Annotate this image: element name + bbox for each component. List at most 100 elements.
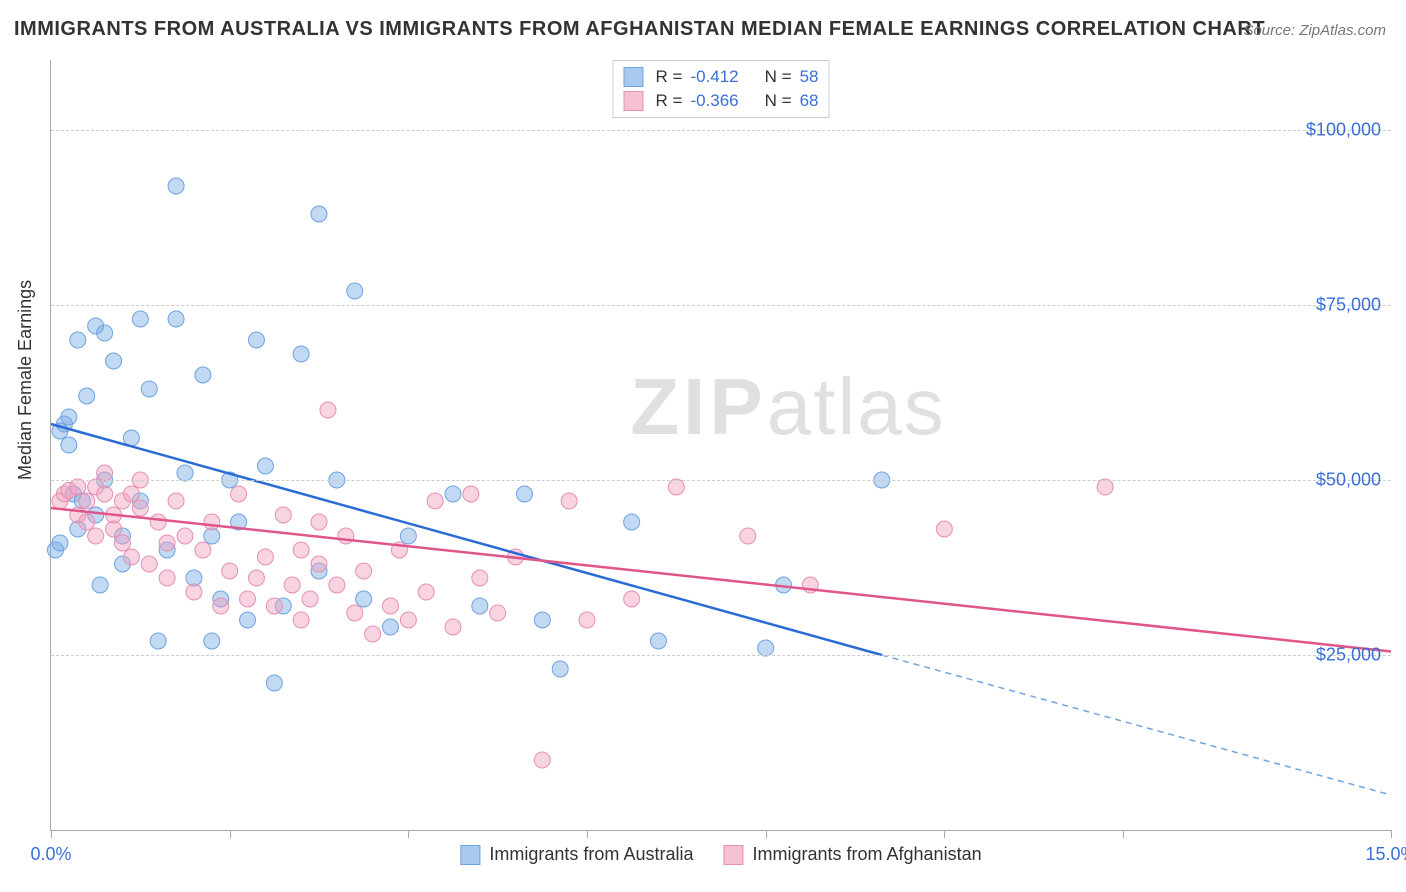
n-value-1: 68 xyxy=(800,91,819,111)
plot-svg xyxy=(51,60,1391,830)
scatter-point xyxy=(329,577,345,593)
ytick-label: $75,000 xyxy=(1316,295,1381,316)
scatter-point xyxy=(382,598,398,614)
scatter-point xyxy=(132,500,148,516)
scatter-point xyxy=(222,563,238,579)
scatter-point xyxy=(257,458,273,474)
swatch-afghanistan-bottom xyxy=(723,845,743,865)
scatter-point xyxy=(141,381,157,397)
regression-line-extrapolated xyxy=(882,655,1391,795)
xtick xyxy=(51,830,52,838)
scatter-point xyxy=(159,570,175,586)
scatter-point xyxy=(123,486,139,502)
scatter-point xyxy=(231,486,247,502)
scatter-point xyxy=(534,752,550,768)
scatter-point xyxy=(347,283,363,299)
scatter-point xyxy=(97,465,113,481)
xtick xyxy=(766,830,767,838)
scatter-point xyxy=(936,521,952,537)
gridline-h xyxy=(51,130,1391,131)
r-value-0: -0.412 xyxy=(690,67,738,87)
xtick xyxy=(1391,830,1392,838)
regression-line xyxy=(51,424,882,655)
xtick-label: 0.0% xyxy=(30,844,71,865)
scatter-point xyxy=(168,493,184,509)
scatter-point xyxy=(445,619,461,635)
xtick-label: 15.0% xyxy=(1365,844,1406,865)
scatter-point xyxy=(516,486,532,502)
scatter-point xyxy=(248,570,264,586)
gridline-h xyxy=(51,480,1391,481)
chart-title: IMMIGRANTS FROM AUSTRALIA VS IMMIGRANTS … xyxy=(14,18,1265,41)
scatter-point xyxy=(88,528,104,544)
scatter-point xyxy=(195,367,211,383)
scatter-point xyxy=(740,528,756,544)
scatter-point xyxy=(356,563,372,579)
ytick-label: $100,000 xyxy=(1306,120,1381,141)
scatter-point xyxy=(186,584,202,600)
xtick xyxy=(408,830,409,838)
scatter-point xyxy=(579,612,595,628)
scatter-point xyxy=(293,542,309,558)
scatter-point xyxy=(534,612,550,628)
scatter-point xyxy=(257,549,273,565)
swatch-australia xyxy=(624,67,644,87)
scatter-point xyxy=(266,675,282,691)
swatch-australia-bottom xyxy=(460,845,480,865)
scatter-point xyxy=(382,619,398,635)
scatter-point xyxy=(141,556,157,572)
gridline-h xyxy=(51,655,1391,656)
scatter-point xyxy=(427,493,443,509)
scatter-point xyxy=(472,598,488,614)
n-value-0: 58 xyxy=(800,67,819,87)
xtick xyxy=(587,830,588,838)
scatter-point xyxy=(240,612,256,628)
scatter-point xyxy=(168,178,184,194)
scatter-point xyxy=(177,465,193,481)
scatter-point xyxy=(472,570,488,586)
scatter-point xyxy=(561,493,577,509)
xtick xyxy=(230,830,231,838)
scatter-point xyxy=(61,437,77,453)
scatter-point xyxy=(213,598,229,614)
scatter-point xyxy=(123,549,139,565)
ytick-label: $25,000 xyxy=(1316,645,1381,666)
scatter-point xyxy=(52,535,68,551)
scatter-point xyxy=(79,493,95,509)
scatter-point xyxy=(418,584,434,600)
scatter-point xyxy=(311,206,327,222)
scatter-point xyxy=(445,486,461,502)
scatter-point xyxy=(356,591,372,607)
scatter-point xyxy=(168,311,184,327)
scatter-point xyxy=(114,535,130,551)
scatter-point xyxy=(624,591,640,607)
scatter-point xyxy=(293,346,309,362)
scatter-point xyxy=(70,479,86,495)
scatter-point xyxy=(266,598,282,614)
y-axis-label: Median Female Earnings xyxy=(15,280,36,480)
scatter-point xyxy=(552,661,568,677)
scatter-point xyxy=(758,640,774,656)
scatter-point xyxy=(302,591,318,607)
scatter-point xyxy=(400,612,416,628)
scatter-point xyxy=(204,514,220,530)
scatter-point xyxy=(150,514,166,530)
xtick xyxy=(944,830,945,838)
scatter-point xyxy=(463,486,479,502)
scatter-point xyxy=(106,353,122,369)
source-label: Source: ZipAtlas.com xyxy=(1243,22,1386,39)
scatter-point xyxy=(668,479,684,495)
scatter-point xyxy=(70,332,86,348)
scatter-point xyxy=(275,507,291,523)
legend-item-afghanistan: Immigrants from Afghanistan xyxy=(723,844,981,865)
scatter-point xyxy=(293,612,309,628)
scatter-point xyxy=(150,633,166,649)
swatch-afghanistan xyxy=(624,91,644,111)
scatter-point xyxy=(204,633,220,649)
scatter-point xyxy=(311,556,327,572)
scatter-point xyxy=(650,633,666,649)
scatter-point xyxy=(284,577,300,593)
scatter-point xyxy=(311,514,327,530)
scatter-point xyxy=(97,486,113,502)
scatter-point xyxy=(490,605,506,621)
